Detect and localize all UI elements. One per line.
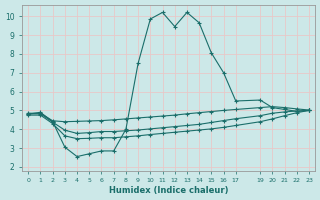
X-axis label: Humidex (Indice chaleur): Humidex (Indice chaleur) [109, 186, 228, 195]
